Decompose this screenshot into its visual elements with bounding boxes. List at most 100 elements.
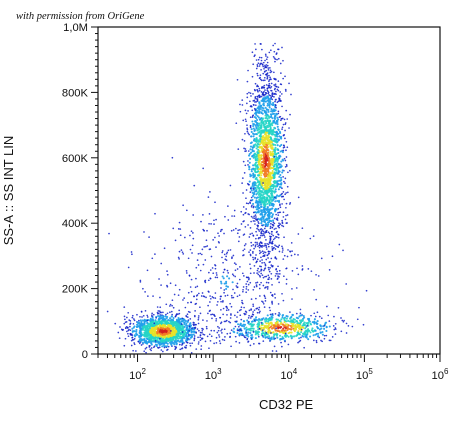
scatter-point	[323, 334, 326, 337]
scatter-point	[190, 278, 193, 281]
scatter-point	[252, 164, 255, 167]
scatter-point	[274, 337, 277, 340]
scatter-point	[123, 315, 126, 318]
scatter-point	[219, 342, 222, 345]
scatter-point	[268, 201, 271, 204]
scatter-point	[251, 324, 254, 327]
scatter-point	[187, 335, 190, 338]
scatter-point	[258, 176, 261, 179]
scatter-point	[189, 342, 191, 345]
scatter-point	[154, 320, 157, 323]
scatter-point	[275, 106, 277, 109]
scatter-point	[266, 102, 269, 105]
scatter-point	[264, 232, 266, 234]
scatter-point	[255, 48, 257, 51]
scatter-point	[247, 289, 250, 291]
scatter-point	[247, 328, 250, 331]
scatter-point	[313, 288, 315, 291]
scatter-point	[226, 285, 230, 288]
scatter-point	[284, 327, 287, 330]
scatter-point	[154, 333, 157, 336]
scatter-point	[262, 233, 265, 235]
scatter-point	[266, 286, 268, 288]
scatter-point	[265, 55, 267, 57]
scatter-point	[270, 70, 273, 73]
scatter-point	[167, 321, 170, 324]
scatter-point	[127, 332, 129, 335]
scatter-point	[264, 225, 267, 228]
scatter-point	[133, 330, 136, 333]
scatter-point	[189, 318, 192, 320]
scatter-point	[282, 258, 285, 260]
scatter-point	[276, 132, 279, 135]
scatter-point	[258, 65, 261, 67]
scatter-point	[270, 137, 273, 140]
scatter-point	[258, 327, 261, 330]
scatter-point	[188, 333, 190, 336]
scatter-point	[171, 320, 174, 323]
scatter-point	[259, 252, 261, 255]
scatter-point	[157, 310, 160, 312]
scatter-point	[264, 264, 267, 267]
scatter-point	[148, 340, 151, 344]
scatter-point	[255, 316, 258, 319]
scatter-point	[289, 113, 291, 116]
scatter-point	[250, 141, 253, 144]
scatter-point	[169, 303, 172, 306]
scatter-point	[146, 314, 149, 317]
scatter-point	[252, 331, 255, 333]
scatter-point	[178, 288, 181, 291]
scatter-point	[243, 171, 246, 174]
scatter-point	[273, 161, 276, 164]
scatter-point	[261, 300, 263, 303]
scatter-point	[215, 341, 218, 344]
scatter-point	[263, 261, 266, 264]
scatter-point	[273, 323, 276, 327]
scatter-point	[166, 285, 169, 288]
scatter-point	[277, 188, 280, 191]
scatter-point	[243, 244, 246, 247]
scatter-point	[256, 165, 259, 168]
scatter-point	[284, 75, 286, 78]
scatter-point	[228, 277, 231, 280]
scatter-point	[148, 339, 151, 342]
scatter-point	[268, 276, 271, 279]
scatter-point	[246, 127, 248, 130]
scatter-point	[258, 160, 261, 163]
scatter-point	[276, 138, 279, 141]
scatter-point	[265, 248, 268, 250]
scatter-point	[170, 330, 172, 332]
scatter-point	[287, 319, 290, 322]
scatter-point	[258, 189, 261, 192]
scatter-point	[282, 195, 284, 198]
scatter-point	[282, 176, 284, 178]
scatter-point	[255, 147, 258, 150]
scatter-point	[267, 278, 270, 280]
scatter-point	[300, 336, 302, 339]
scatter-point	[171, 299, 174, 302]
scatter-point	[269, 239, 272, 242]
scatter-point	[280, 341, 282, 344]
scatter-point	[201, 331, 203, 334]
scatter-point	[279, 186, 282, 189]
scatter-point	[257, 245, 259, 248]
scatter-point	[244, 313, 247, 315]
scatter-point	[274, 248, 277, 250]
scatter-point	[251, 315, 254, 318]
scatter-point	[254, 206, 257, 209]
scatter-point	[192, 323, 195, 326]
scatter-point	[271, 313, 274, 315]
scatter-point	[258, 122, 261, 125]
scatter-point	[197, 336, 199, 339]
scatter-point	[260, 59, 263, 62]
scatter-point	[169, 311, 171, 314]
scatter-point	[272, 219, 275, 222]
scatter-point	[188, 329, 190, 332]
scatter-point	[180, 249, 183, 252]
scatter-point	[174, 326, 177, 329]
scatter-point	[269, 154, 272, 157]
scatter-point	[185, 270, 188, 272]
x-tick-exponent: 6	[444, 367, 449, 376]
scatter-point	[126, 316, 128, 319]
